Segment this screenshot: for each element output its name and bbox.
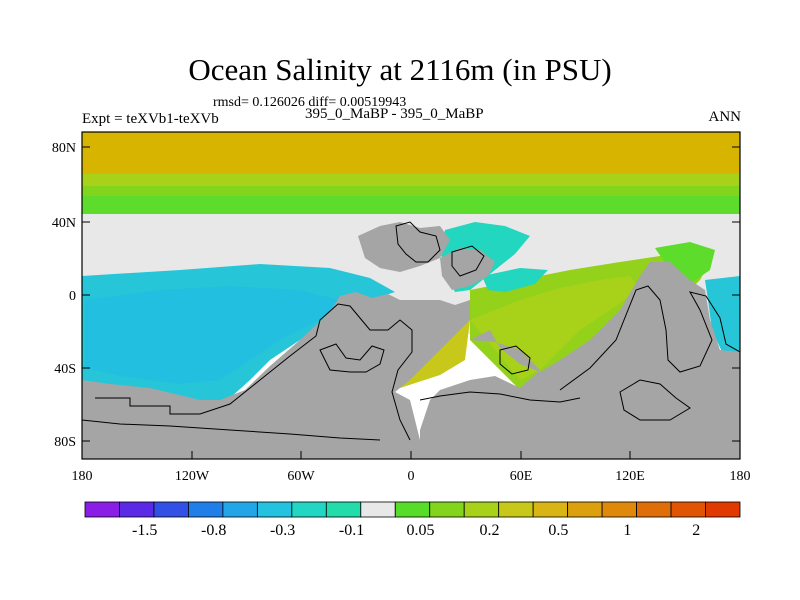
colorbar-swatch: [256, 501, 293, 518]
colorbar-labels: -1.5 -0.8 -0.3 -0.1 0.05 0.2 0.5 1 2: [132, 522, 700, 539]
lon-tick-120e: 120E: [615, 469, 645, 484]
arctic-band-low: [82, 196, 740, 214]
lon-tick-180e: 180: [730, 469, 751, 484]
colorbar-label: 0.05: [407, 522, 435, 539]
case-label: 395_0_MaBP - 395_0_MaBP: [305, 106, 484, 122]
land-mask-afro-eurasia: [420, 262, 740, 459]
colorbar-swatch: [532, 501, 569, 518]
north-pacific-green: [655, 242, 715, 284]
colorbar-swatch: [222, 501, 258, 518]
land-mask-north: [358, 222, 450, 272]
colorbar-swatch: [325, 501, 362, 518]
colorbar-label: 0.5: [548, 522, 568, 539]
stats-label: rmsd= 0.126026 diff= 0.00519943: [213, 95, 407, 110]
colorbar-swatch: [360, 501, 396, 518]
colorbar-label: 2: [692, 522, 700, 539]
colorbar-swatch: [636, 501, 672, 518]
land-mask-antarctic-edge: [82, 400, 420, 459]
colorbar-swatch: [153, 501, 189, 518]
colorbar-label: -0.1: [339, 522, 364, 539]
arctic-band-high: [82, 132, 740, 174]
lat-tick-80s: 80S: [54, 435, 76, 450]
lon-tick-120w: 120W: [175, 469, 210, 484]
colorbar-swatch: [394, 501, 431, 518]
colorbar-label: -0.8: [201, 522, 226, 539]
colorbar-swatch: [463, 501, 500, 518]
lon-tick-60w: 60W: [287, 469, 315, 484]
arctic-band-mid2: [82, 186, 740, 196]
land-mask-north2: [440, 248, 495, 290]
pacific-negative-core: [85, 286, 340, 384]
arctic-band-mid: [82, 174, 740, 186]
atlantic-negative-small: [482, 268, 548, 292]
colorbar-swatch: [429, 501, 465, 518]
lon-tick-0: 0: [408, 469, 415, 484]
lat-tick-40n: 40N: [52, 216, 76, 231]
season-label: ANN: [708, 109, 742, 125]
colorbar-swatch: [84, 501, 120, 518]
colorbar-swatch: [705, 501, 741, 518]
colorbar-label: 1: [623, 522, 631, 539]
colorbar-swatch: [601, 501, 637, 518]
lat-tick-0: 0: [69, 289, 76, 304]
colorbar-swatch: [567, 501, 603, 518]
colorbar-label: -0.3: [270, 522, 295, 539]
map-fields: [82, 132, 740, 459]
lon-tick-60e: 60E: [510, 469, 533, 484]
coastlines: [82, 221, 740, 441]
lat-tick-80n: 80N: [52, 141, 76, 156]
axis-ticks: [81, 146, 741, 459]
colorbar-swatch: [498, 501, 534, 518]
experiment-label: Expt = teXVb1-teXVb: [82, 111, 219, 127]
colorbar-swatch: [119, 501, 155, 518]
colorbar-swatch: [291, 501, 327, 518]
page-title: Ocean Salinity at 2116m (in PSU): [188, 52, 612, 87]
colorbar-label: 0.2: [479, 522, 499, 539]
colorbar-label: -1.5: [132, 522, 157, 539]
lon-tick-180w: 180: [72, 469, 93, 484]
colorbar-swatch: [188, 501, 224, 518]
colorbar: [84, 501, 741, 518]
lat-tick-40s: 40S: [54, 362, 76, 377]
colorbar-swatch: [670, 501, 706, 518]
